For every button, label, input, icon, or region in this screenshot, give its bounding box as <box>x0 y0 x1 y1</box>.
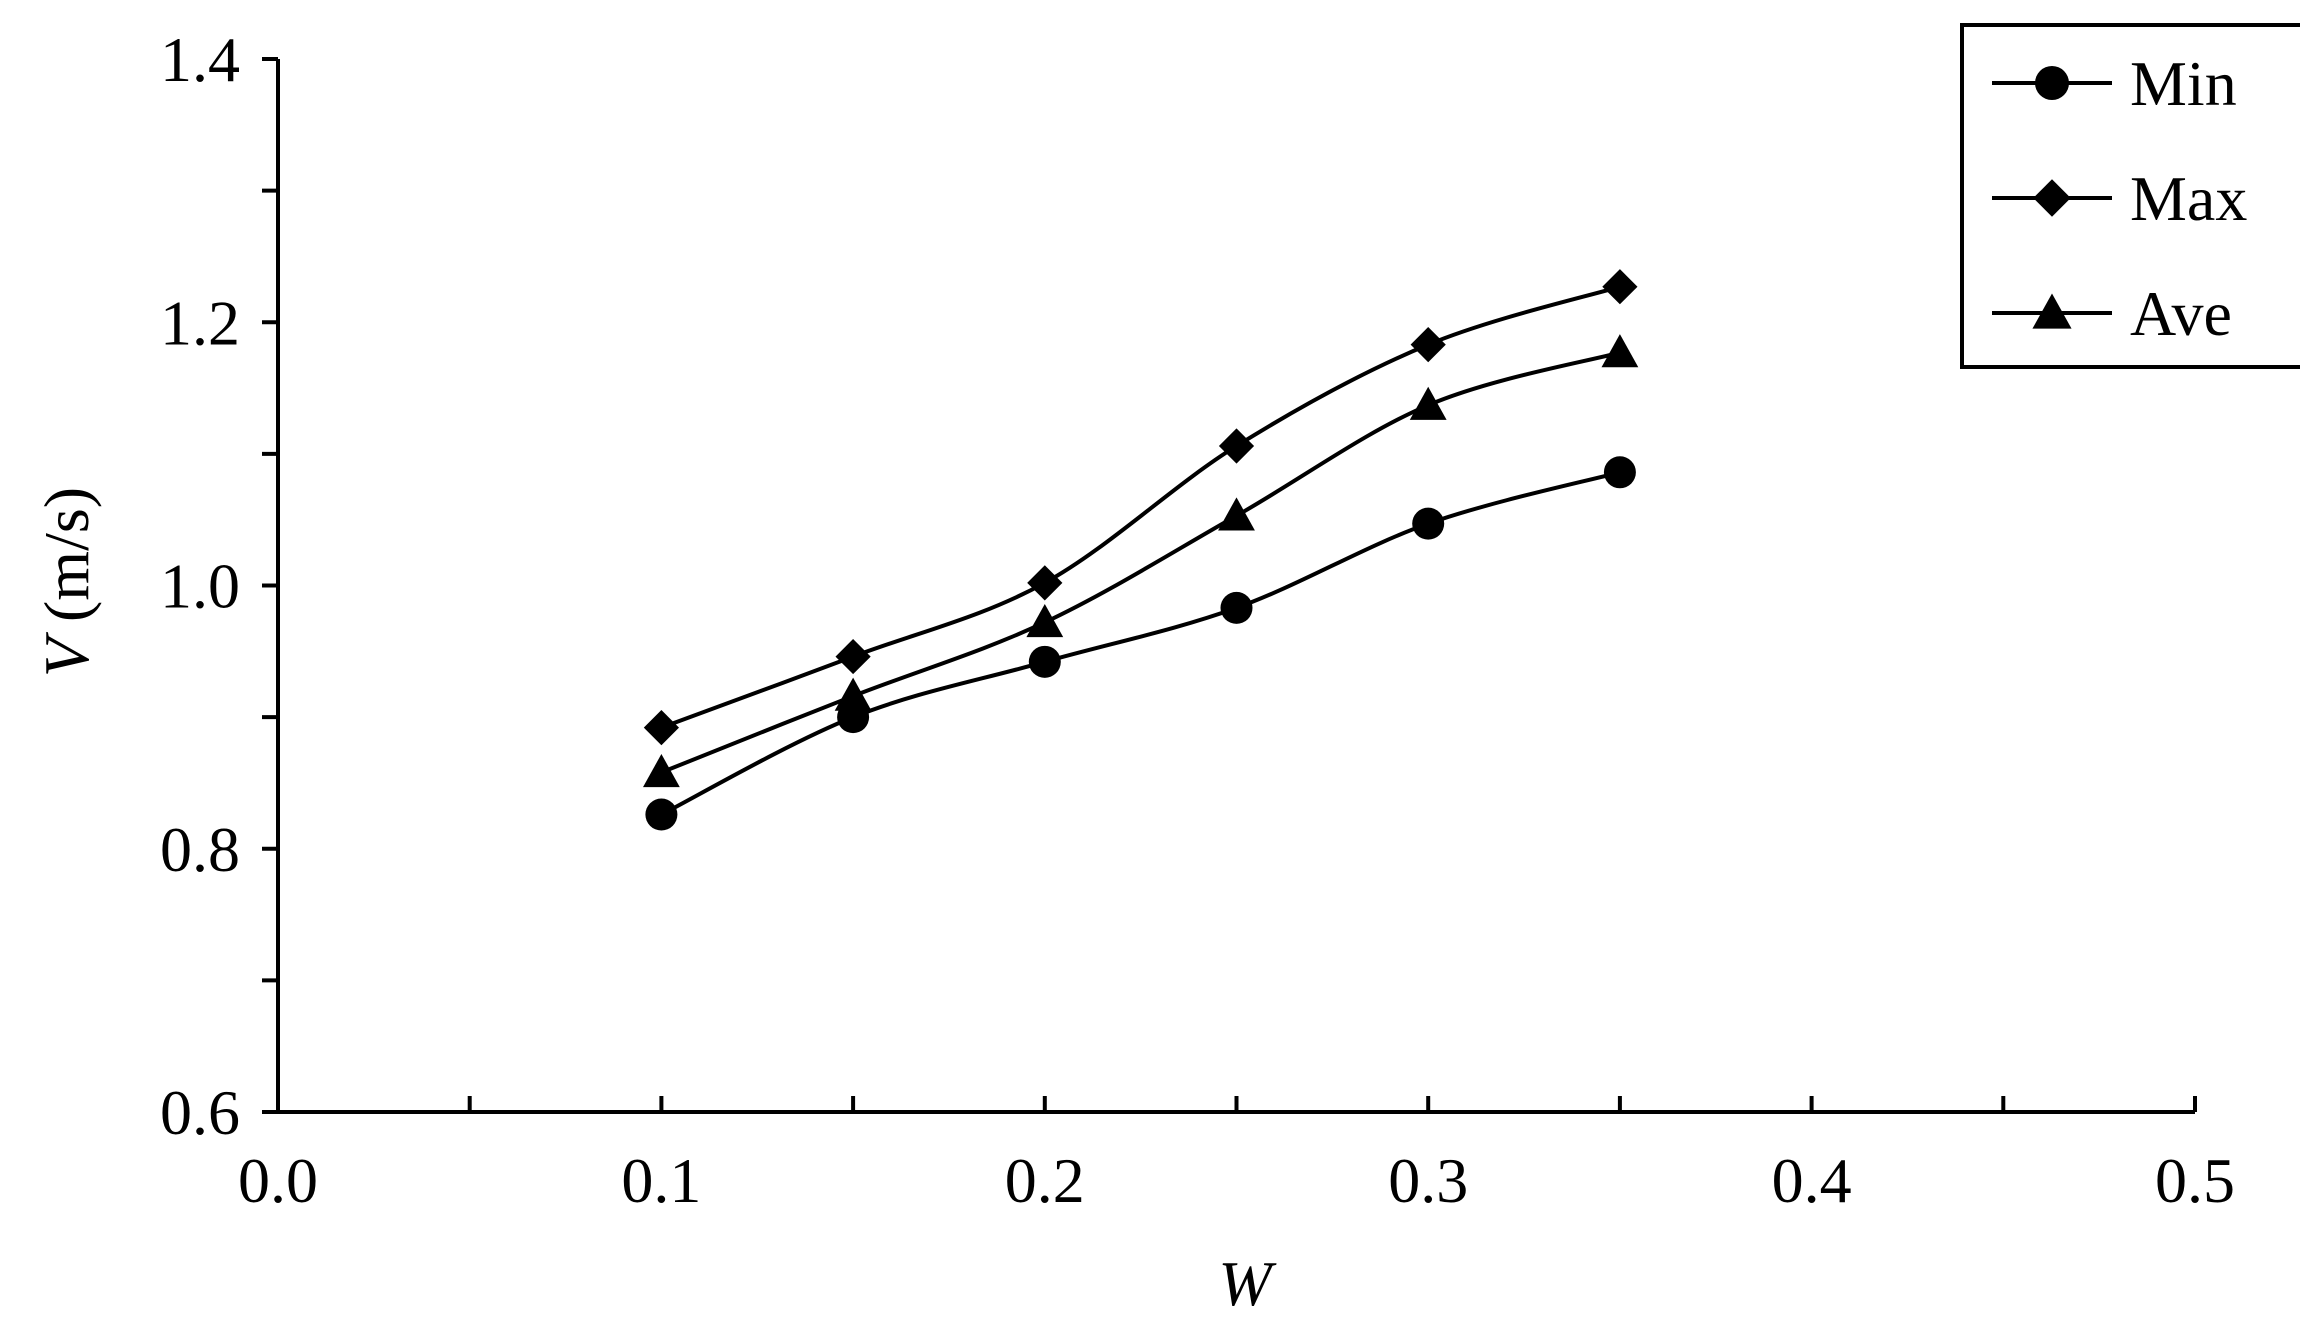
y-axis-unit: (m/s) <box>31 487 102 638</box>
legend: Min Max Ave <box>1960 23 2300 369</box>
legend-marker-min <box>2035 66 2069 100</box>
data-point-min <box>1603 456 1636 489</box>
y-tick-label: 0.6 <box>160 1077 240 1148</box>
data-point-ave <box>1601 334 1639 368</box>
legend-marker-ave <box>2032 293 2072 329</box>
data-point-min <box>1220 591 1253 624</box>
data-point-max <box>643 710 679 746</box>
data-point-max <box>1218 428 1255 464</box>
series-min <box>645 456 1636 831</box>
x-tick-label: 0.0 <box>238 1145 318 1216</box>
data-point-ave <box>1218 497 1255 531</box>
data-point-min <box>1028 645 1061 678</box>
series-ave <box>643 334 1639 788</box>
data-point-min <box>645 798 678 831</box>
series-line-max <box>660 284 1621 730</box>
data-point-max <box>1410 327 1446 363</box>
data-point-ave <box>834 677 872 711</box>
series-max <box>643 269 1638 746</box>
data-point-ave <box>643 754 680 788</box>
x-tick-label: 0.3 <box>1388 1145 1468 1216</box>
y-tick-label: 0.8 <box>160 814 240 885</box>
data-point-max <box>835 638 871 675</box>
series-line-ave <box>660 350 1621 775</box>
axes: 0.6 0.8 1.0 1.2 1.4 0.0 0.1 0.2 0.3 0.4 0.5 <box>160 24 2235 1216</box>
y-tick-label: 1.2 <box>160 287 240 358</box>
legend-label-ave: Ave <box>2130 278 2232 349</box>
x-tick-label: 0.2 <box>1005 1145 1085 1216</box>
data-point-ave <box>1409 386 1447 420</box>
data-point-max <box>1027 565 1063 601</box>
legend-item-max: Max <box>1992 163 2247 234</box>
x-axis-title: W <box>1218 1248 1277 1319</box>
legend-item-ave: Ave <box>1992 278 2232 349</box>
y-tick-label: 1.0 <box>160 551 240 622</box>
data-point-min <box>1412 507 1445 540</box>
series-layer <box>643 269 1639 831</box>
x-tick-label: 0.1 <box>621 1145 701 1216</box>
legend-marker-max <box>2033 179 2071 217</box>
legend-label-min: Min <box>2130 48 2237 119</box>
y-axis-title: V (m/s) <box>31 487 102 677</box>
y-tick-label: 1.4 <box>160 24 240 95</box>
x-tick-label: 0.4 <box>1772 1145 1852 1216</box>
data-point-max <box>1602 269 1638 305</box>
y-axis-variable: V <box>31 631 102 677</box>
legend-item-min: Min <box>1992 48 2237 119</box>
data-point-ave <box>1026 603 1064 638</box>
x-tick-label: 0.5 <box>2155 1145 2235 1216</box>
legend-label-max: Max <box>2130 163 2247 234</box>
series-line-min <box>660 470 1621 817</box>
